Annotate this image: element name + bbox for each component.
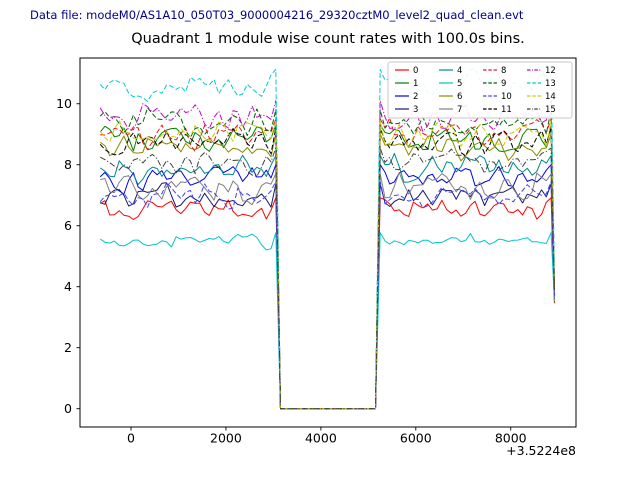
- y-tick-label: 4: [64, 279, 72, 294]
- legend-label-5: 5: [457, 79, 462, 89]
- axes-spines: [79, 57, 577, 428]
- legend-label-12: 12: [545, 66, 556, 76]
- series-line-15: [99, 147, 555, 410]
- x-tick-label: 2000: [210, 431, 242, 446]
- x-tick-label: 4000: [305, 431, 337, 446]
- x-tick-label: 8000: [495, 431, 527, 446]
- y-tick-label: 2: [64, 340, 72, 355]
- y-tick-label: 0: [64, 401, 72, 416]
- chart-title: Quadrant 1 module wise count rates with …: [131, 31, 525, 47]
- y-tick-label: 8: [64, 157, 72, 172]
- legend-box: [387, 61, 573, 119]
- y-tick-label: 10: [56, 96, 72, 111]
- x-axis-offset-label: +3.5224e8: [506, 443, 576, 458]
- legend-label-11: 11: [501, 105, 512, 115]
- datafile-label: Data file: modeM0/AS1A10_050T03_90000042…: [30, 8, 524, 22]
- series-group: [99, 68, 555, 410]
- legend-label-7: 7: [457, 105, 462, 115]
- legend-label-9: 9: [501, 79, 506, 89]
- y-tick-label: 6: [64, 218, 72, 233]
- legend-label-15: 15: [545, 105, 556, 115]
- legend-label-1: 1: [413, 79, 418, 89]
- x-tick-label: 0: [127, 431, 135, 446]
- legend-label-8: 8: [501, 66, 506, 76]
- legend-label-0: 0: [413, 66, 418, 76]
- legend-label-10: 10: [501, 92, 512, 102]
- legend-label-4: 4: [457, 66, 462, 76]
- legend-label-14: 14: [545, 92, 556, 102]
- legend-label-13: 13: [545, 79, 556, 89]
- legend-label-6: 6: [457, 92, 462, 102]
- legend-label-3: 3: [413, 105, 418, 115]
- legend-label-2: 2: [413, 92, 418, 102]
- x-tick-label: 6000: [400, 431, 432, 446]
